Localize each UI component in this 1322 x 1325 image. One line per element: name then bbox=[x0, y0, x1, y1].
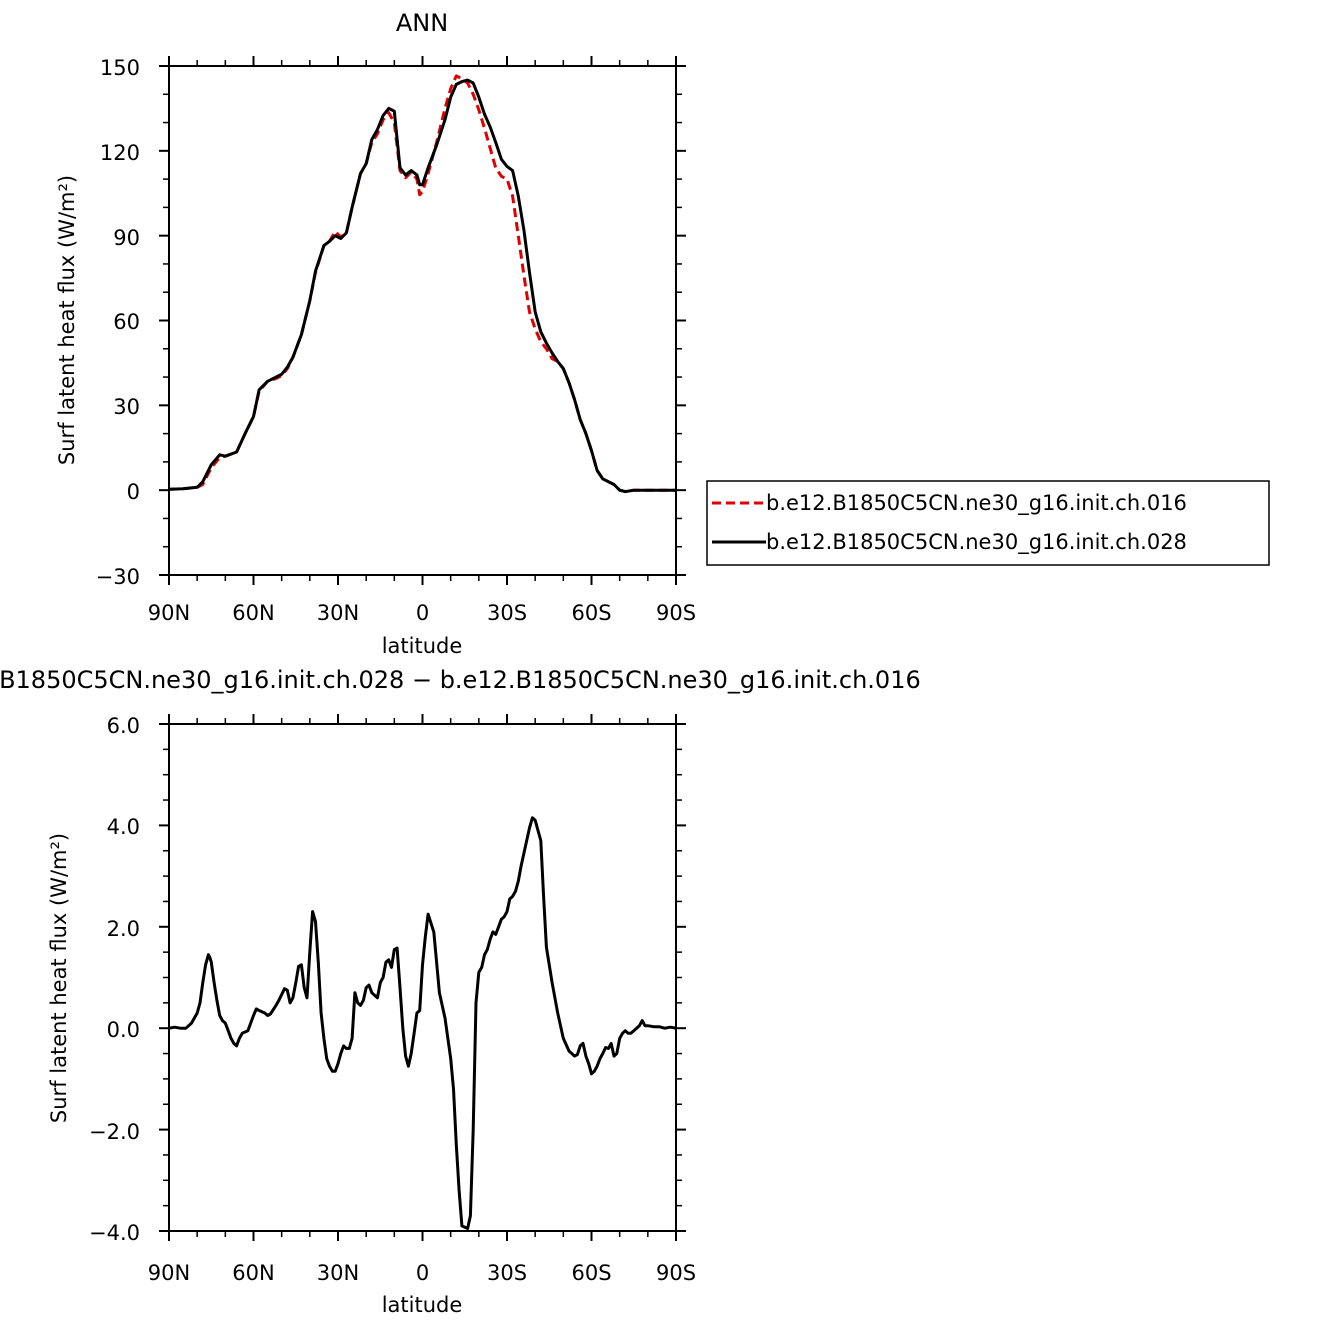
top-x-axis-label: latitude bbox=[382, 634, 463, 658]
bottom-x-tick-label: 0 bbox=[416, 1261, 429, 1285]
top-ticks bbox=[159, 56, 686, 585]
top-x-tick-label: 60S bbox=[571, 601, 611, 625]
legend: b.e12.B1850C5CN.ne30_g16.init.ch.016 b.e… bbox=[706, 480, 1270, 566]
bottom-x-axis-label: latitude bbox=[382, 1293, 463, 1317]
top-y-tick-label: 60 bbox=[113, 310, 140, 334]
bottom-y-tick-label: −2.0 bbox=[89, 1120, 140, 1144]
bottom-y-axis-label: Surf latent heat flux (W/m²) bbox=[47, 833, 71, 1123]
bottom-title: b.e12.B1850C5CN.ne30_g16.init.ch.028 − b… bbox=[0, 666, 921, 694]
top-plot-series bbox=[168, 74, 676, 494]
top-y-tick-label: 150 bbox=[100, 56, 140, 80]
bottom-y-tick-labels: −4.0 −2.0 0.0 2.0 4.0 6.0 bbox=[89, 714, 140, 1245]
top-x-tick-label: 30N bbox=[317, 601, 359, 625]
bottom-plot-series bbox=[168, 816, 677, 1230]
top-y-axis-label: Surf latent heat flux (W/m²) bbox=[55, 175, 79, 465]
bottom-x-tick-label: 90N bbox=[148, 1261, 190, 1285]
top-title: ANN bbox=[396, 9, 448, 37]
bottom-x-tick-labels: 90N 60N 30N 0 30S 60S 90S bbox=[148, 1261, 696, 1285]
bottom-x-tick-label: 60N bbox=[232, 1261, 274, 1285]
top-y-tick-label: 0 bbox=[127, 480, 140, 504]
bottom-series-line-0 bbox=[168, 816, 677, 1230]
top-series-line-1 bbox=[168, 78, 676, 494]
top-y-tick-labels: −30 0 30 60 90 120 150 bbox=[96, 56, 140, 589]
top-panel: ANN −30 0 30 60 90 120 150 90N 60N 30N 0… bbox=[55, 9, 696, 658]
bottom-panel: b.e12.B1850C5CN.ne30_g16.init.ch.028 − b… bbox=[0, 666, 921, 1317]
top-y-tick-label: 30 bbox=[113, 395, 140, 419]
top-y-tick-label: 120 bbox=[100, 141, 140, 165]
top-x-tick-label: 90N bbox=[148, 601, 190, 625]
top-x-tick-label: 0 bbox=[416, 601, 429, 625]
top-x-tick-label: 90S bbox=[656, 601, 696, 625]
legend-label-028: b.e12.B1850C5CN.ne30_g16.init.ch.028 bbox=[766, 530, 1187, 555]
top-series-line-0 bbox=[168, 74, 676, 494]
top-x-tick-labels: 90N 60N 30N 0 30S 60S 90S bbox=[148, 601, 696, 625]
bottom-x-tick-label: 60S bbox=[571, 1261, 611, 1285]
bottom-y-tick-label: 2.0 bbox=[107, 917, 140, 941]
bottom-y-tick-label: 6.0 bbox=[107, 714, 140, 738]
bottom-x-tick-label: 30S bbox=[487, 1261, 527, 1285]
legend-label-016: b.e12.B1850C5CN.ne30_g16.init.ch.016 bbox=[766, 491, 1187, 516]
top-x-tick-label: 30S bbox=[487, 601, 527, 625]
bottom-ticks bbox=[159, 714, 686, 1241]
bottom-x-tick-label: 90S bbox=[656, 1261, 696, 1285]
top-y-tick-label: −30 bbox=[96, 565, 140, 589]
top-plot-frame bbox=[168, 65, 677, 576]
legend-box bbox=[706, 480, 1270, 566]
bottom-y-tick-label: −4.0 bbox=[89, 1221, 140, 1245]
bottom-y-tick-label: 4.0 bbox=[107, 815, 140, 839]
top-y-tick-label: 90 bbox=[113, 226, 140, 250]
top-x-tick-label: 60N bbox=[232, 601, 274, 625]
bottom-y-tick-label: 0.0 bbox=[107, 1018, 140, 1042]
bottom-x-tick-label: 30N bbox=[317, 1261, 359, 1285]
